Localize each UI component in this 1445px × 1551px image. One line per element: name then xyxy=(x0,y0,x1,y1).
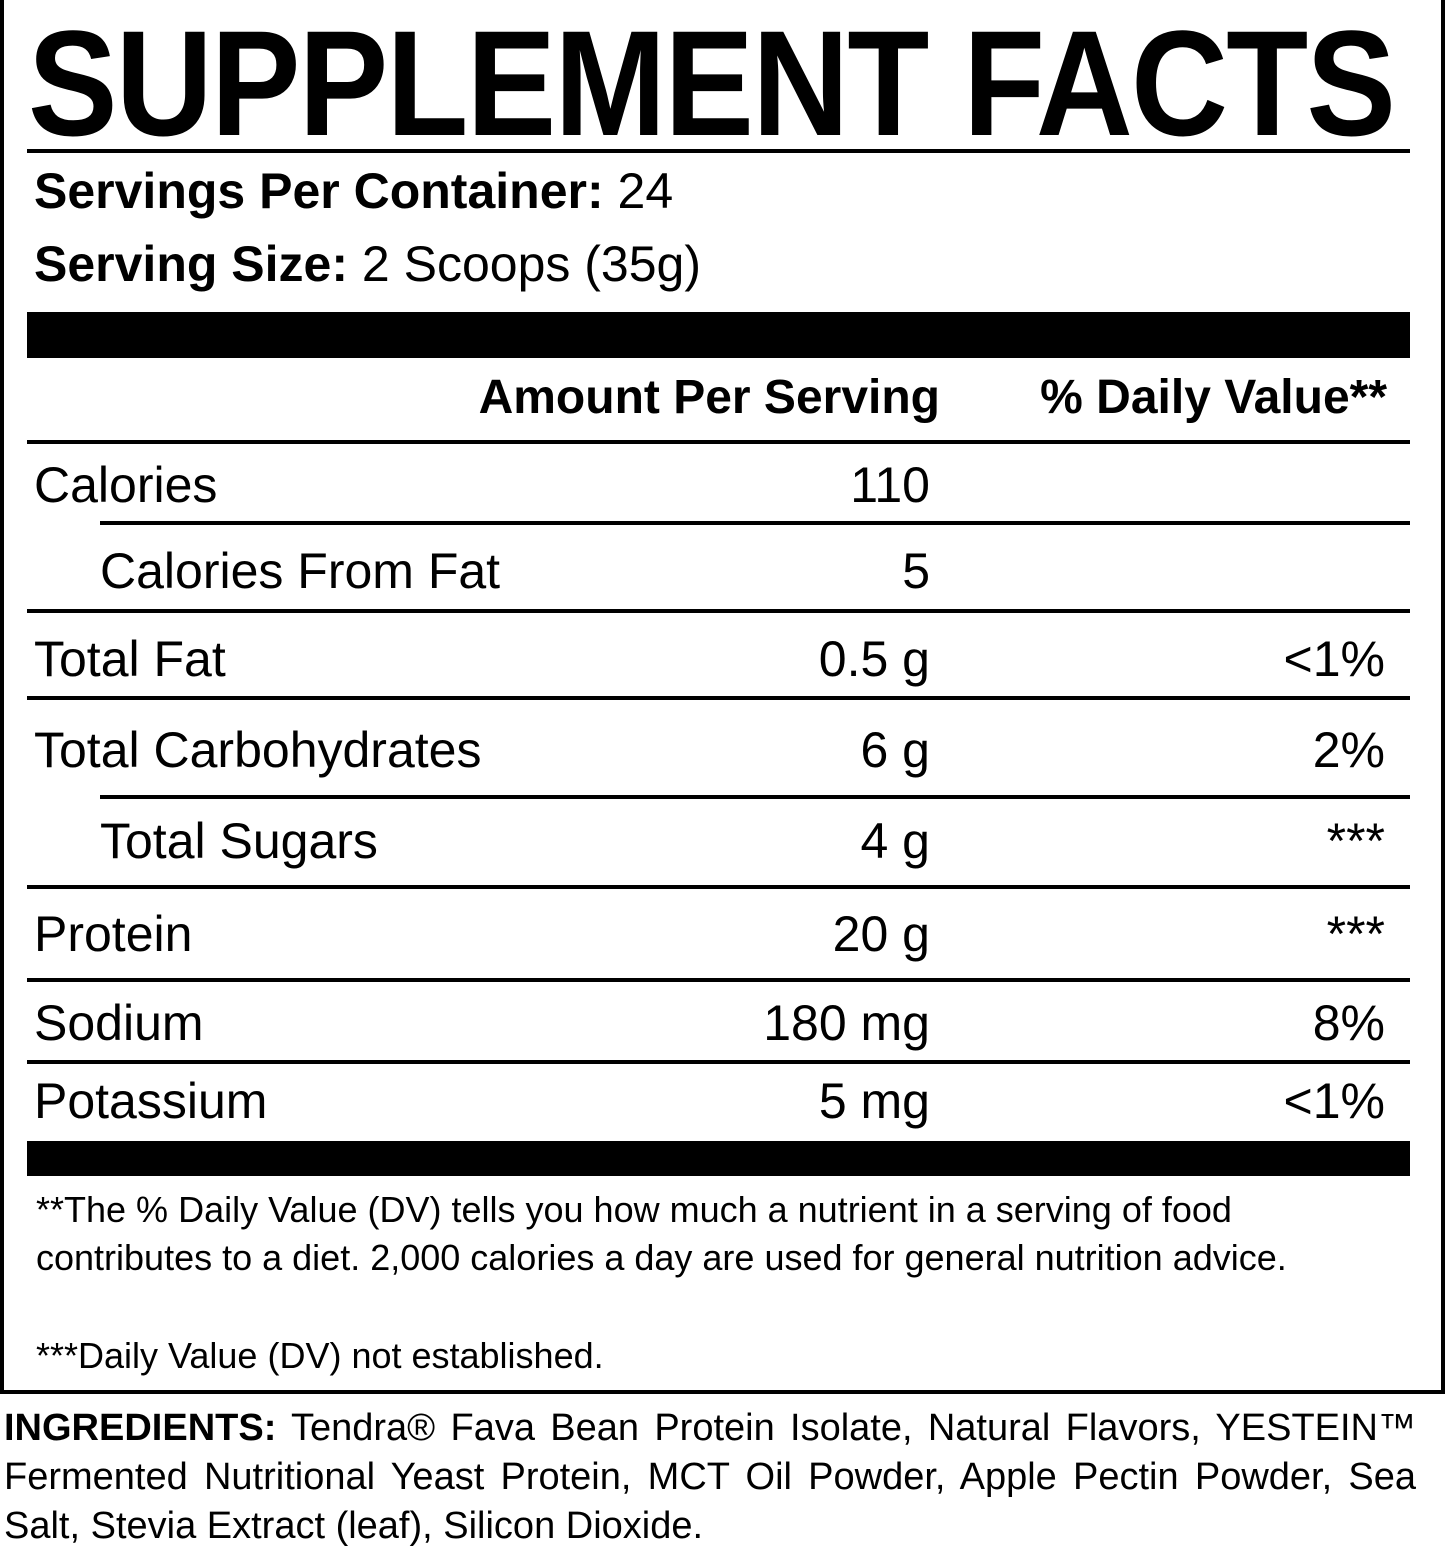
nutrient-row-potassium: Potassium 5 mg <1% xyxy=(34,1073,1385,1129)
divider xyxy=(27,696,1410,700)
header-amount-per-serving: Amount Per Serving xyxy=(478,371,940,424)
divider xyxy=(27,1060,1410,1064)
header-daily-value: % Daily Value** xyxy=(1040,371,1387,424)
nutrient-row-total-sugars: Total Sugars 4 g *** xyxy=(100,813,1385,869)
nutrient-row-sodium: Sodium 180 mg 8% xyxy=(34,995,1385,1051)
nutrient-row-total-fat: Total Fat 0.5 g <1% xyxy=(34,631,1385,687)
panel-title: SUPPLEMENT FACTS xyxy=(28,0,1396,167)
footnote-not-established: ***Daily Value (DV) not established. xyxy=(36,1335,604,1376)
divider xyxy=(27,885,1410,889)
nutrient-row-calories-from-fat: Calories From Fat 5 xyxy=(100,543,930,599)
servings-per-container: Servings Per Container: 24 xyxy=(34,163,674,219)
nutrient-row-protein: Protein 20 g *** xyxy=(34,906,1385,962)
divider xyxy=(100,521,1410,525)
divider xyxy=(27,978,1410,982)
divider xyxy=(27,149,1410,153)
divider xyxy=(27,440,1410,444)
divider xyxy=(100,795,1410,799)
thick-divider xyxy=(27,312,1410,358)
ingredients: INGREDIENTS: Tendra® Fava Bean Protein I… xyxy=(4,1407,1416,1547)
supplement-facts-panel xyxy=(0,0,1445,1394)
serving-size: Serving Size: 2 Scoops (35g) xyxy=(34,236,701,292)
nutrient-row-calories: Calories 110 xyxy=(34,457,930,513)
footnote-daily-value: **The % Daily Value (DV) tells you how m… xyxy=(36,1189,1287,1278)
divider xyxy=(27,609,1410,613)
thick-divider xyxy=(27,1141,1410,1176)
nutrient-row-total-carbohydrates: Total Carbohydrates 6 g 2% xyxy=(34,722,1385,778)
